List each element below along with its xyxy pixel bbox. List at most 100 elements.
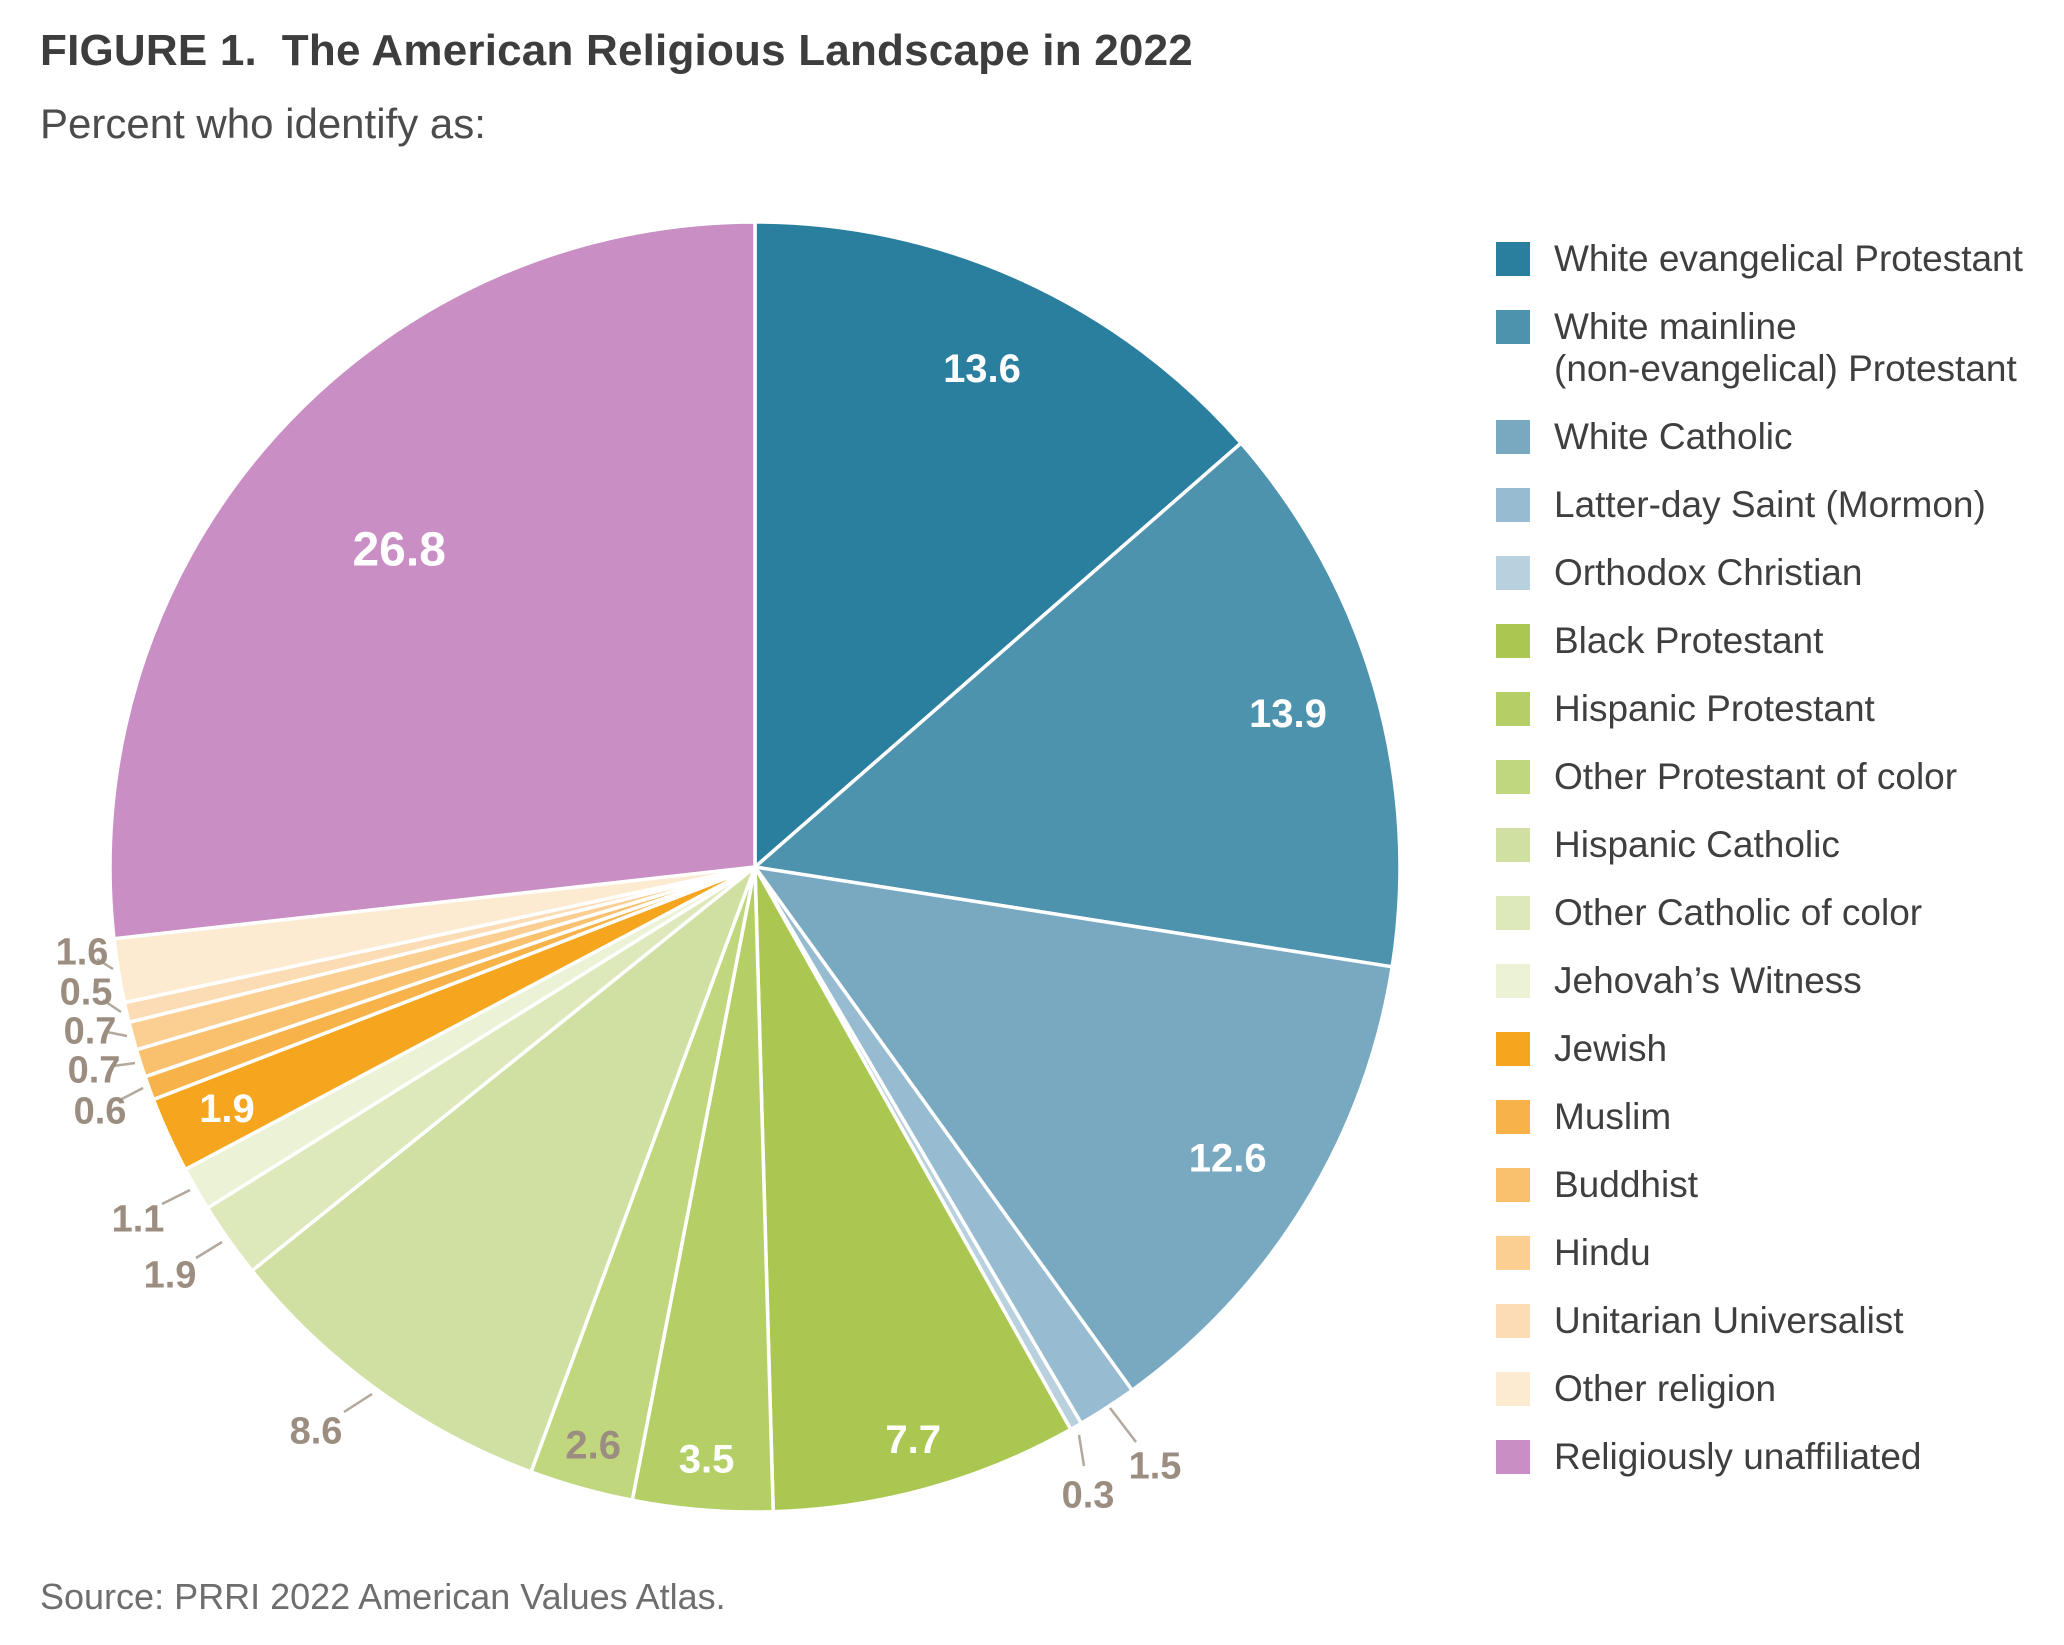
legend-item-label: Hindu <box>1554 1232 1651 1274</box>
source-note: Source: PRRI 2022 American Values Atlas. <box>40 1576 726 1617</box>
slice-value-label: 3.5 <box>679 1437 735 1481</box>
label-leader-line <box>119 1086 144 1102</box>
slice-value-label: 0.3 <box>1062 1474 1115 1516</box>
label-leader-line <box>1109 1407 1137 1443</box>
label-leader-line <box>102 998 122 1014</box>
legend-item-label-line: White mainline <box>1554 306 1797 347</box>
legend-item-white-evangelical-protestant: White evangelical Protestant <box>1496 238 2023 280</box>
legend-item-label: Other religion <box>1554 1368 1776 1410</box>
legend-item-label-line: White evangelical Protestant <box>1554 238 2023 279</box>
legend-swatch-icon <box>1496 624 1530 658</box>
slice-value-label: 1.9 <box>199 1087 255 1131</box>
pie-slice-white-catholic <box>753 865 1394 1392</box>
legend-item-label-line: Unitarian Universalist <box>1554 1300 1904 1341</box>
label-leader-line <box>161 1188 191 1206</box>
figure-title: FIGURE 1. The American Religious Landsca… <box>40 26 1193 75</box>
legend-item-hispanic-catholic: Hispanic Catholic <box>1496 824 2023 866</box>
legend-item-label: Jewish <box>1554 1028 1667 1070</box>
legend-swatch-icon <box>1496 1236 1530 1270</box>
legend-swatch-icon <box>1496 692 1530 726</box>
slice-value-label: 7.7 <box>885 1418 941 1462</box>
legend-item-label: Buddhist <box>1554 1164 1698 1206</box>
legend-swatch-icon <box>1496 1100 1530 1134</box>
legend-item-label-line: Jewish <box>1554 1028 1668 1069</box>
label-leader-line <box>112 1061 136 1068</box>
legend-item-label-line: White Catholic <box>1554 416 1793 457</box>
legend-item-label-line: Latter-day Saint (Mormon) <box>1554 484 1986 525</box>
slice-value-label: 1.9 <box>144 1254 197 1296</box>
legend-item-label: Black Protestant <box>1554 620 1823 662</box>
legend-item-jewish: Jewish <box>1496 1028 2023 1070</box>
legend-swatch-icon <box>1496 488 1530 522</box>
figure-subtitle: Percent who identify as: <box>40 100 486 147</box>
legend-item-label-line: Orthodox Christian <box>1554 552 1863 593</box>
legend-item-label-line: Religiously unaffiliated <box>1554 1436 1922 1477</box>
legend-item-muslim: Muslim <box>1496 1096 2023 1138</box>
legend-item-label-line: Other Protestant of color <box>1554 756 1958 797</box>
slice-value-label: 8.6 <box>290 1410 343 1452</box>
slice-value-label: 26.8 <box>352 524 445 577</box>
pie-slice-white-mainline-non-evangelical-protestant <box>753 441 1402 969</box>
legend-item-label-line: Hindu <box>1554 1232 1651 1273</box>
label-leader-line <box>96 957 114 971</box>
legend-swatch-icon <box>1496 760 1530 794</box>
label-leader-line <box>195 1240 223 1260</box>
legend-item-label-line: Other religion <box>1554 1368 1777 1409</box>
slice-value-label: 1.6 <box>56 931 109 973</box>
slice-value-label: 0.7 <box>64 1010 117 1052</box>
label-leader-line <box>1077 1434 1086 1467</box>
legend-item-white-catholic: White Catholic <box>1496 416 2023 458</box>
legend-item-hispanic-protestant: Hispanic Protestant <box>1496 688 2023 730</box>
legend-item-buddhist: Buddhist <box>1496 1164 2023 1206</box>
legend-swatch-icon <box>1496 556 1530 590</box>
legend-item-label: Hispanic Catholic <box>1554 824 1840 866</box>
legend-item-latter-day-saint-mormon: Latter-day Saint (Mormon) <box>1496 484 2023 526</box>
legend-item-label: Latter-day Saint (Mormon) <box>1554 484 1986 526</box>
legend-swatch-icon <box>1496 1440 1530 1474</box>
slice-value-label: 0.6 <box>74 1090 127 1132</box>
legend-swatch-icon <box>1496 828 1530 862</box>
legend-swatch-icon <box>1496 310 1530 344</box>
legend-item-label: White mainline (non-evangelical) Protesta… <box>1554 306 2017 390</box>
legend-item-label-line: Buddhist <box>1554 1164 1698 1205</box>
legend-item-label: White Catholic <box>1554 416 1793 458</box>
pie-slice-black-protestant <box>753 865 1073 1514</box>
legend-item-orthodox-christian: Orthodox Christian <box>1496 552 2023 594</box>
slice-value-label: 2.6 <box>565 1424 621 1468</box>
legend-item-label: Unitarian Universalist <box>1554 1300 1904 1342</box>
legend-item-jehovah-s-witness: Jehovah’s Witness <box>1496 960 2023 1002</box>
legend-item-label: Other Protestant of color <box>1554 756 1957 798</box>
legend-item-hindu: Hindu <box>1496 1232 2023 1274</box>
legend-item-label: Hispanic Protestant <box>1554 688 1875 730</box>
legend-swatch-icon <box>1496 1032 1530 1066</box>
legend-item-label-line: (non-evangelical) Protestant <box>1554 348 2017 389</box>
legend-item-label: Muslim <box>1554 1096 1671 1138</box>
legend-item-other-protestant-of-color: Other Protestant of color <box>1496 756 2023 798</box>
legend-item-other-religion: Other religion <box>1496 1368 2023 1410</box>
legend-item-label: Religiously unaffiliated <box>1554 1436 1922 1478</box>
legend-item-white-mainline-non-evangelical-protestant: White mainline (non-evangelical) Protesta… <box>1496 306 2023 390</box>
legend-item-label: Orthodox Christian <box>1554 552 1862 594</box>
legend-swatch-icon <box>1496 896 1530 930</box>
legend-item-other-catholic-of-color: Other Catholic of color <box>1496 892 2023 934</box>
legend-item-label-line: Muslim <box>1554 1096 1672 1137</box>
legend-item-black-protestant: Black Protestant <box>1496 620 2023 662</box>
legend-item-religiously-unaffiliated: Religiously unaffiliated <box>1496 1436 2023 1478</box>
pie-slice-religiously-unaffiliated <box>108 220 757 941</box>
legend-item-label: Jehovah’s Witness <box>1554 960 1862 1002</box>
slice-value-label: 1.1 <box>112 1198 165 1240</box>
legend-item-label-line: Jehovah’s Witness <box>1554 960 1862 1001</box>
pie-slice-hispanic-catholic <box>250 865 757 1474</box>
slice-value-label: 13.9 <box>1249 692 1327 736</box>
legend-swatch-icon <box>1496 1168 1530 1202</box>
slice-value-label: 0.7 <box>68 1049 121 1091</box>
legend-item-label: White evangelical Protestant <box>1554 238 2023 280</box>
legend-item-label-line: Hispanic Protestant <box>1554 688 1875 729</box>
legend-swatch-icon <box>1496 964 1530 998</box>
label-leader-line <box>343 1392 373 1414</box>
legend-swatch-icon <box>1496 420 1530 454</box>
legend-swatch-icon <box>1496 242 1530 276</box>
legend-item-label: Other Catholic of color <box>1554 892 1922 934</box>
legend: White evangelical Protestant White mainli… <box>1496 238 2023 1504</box>
